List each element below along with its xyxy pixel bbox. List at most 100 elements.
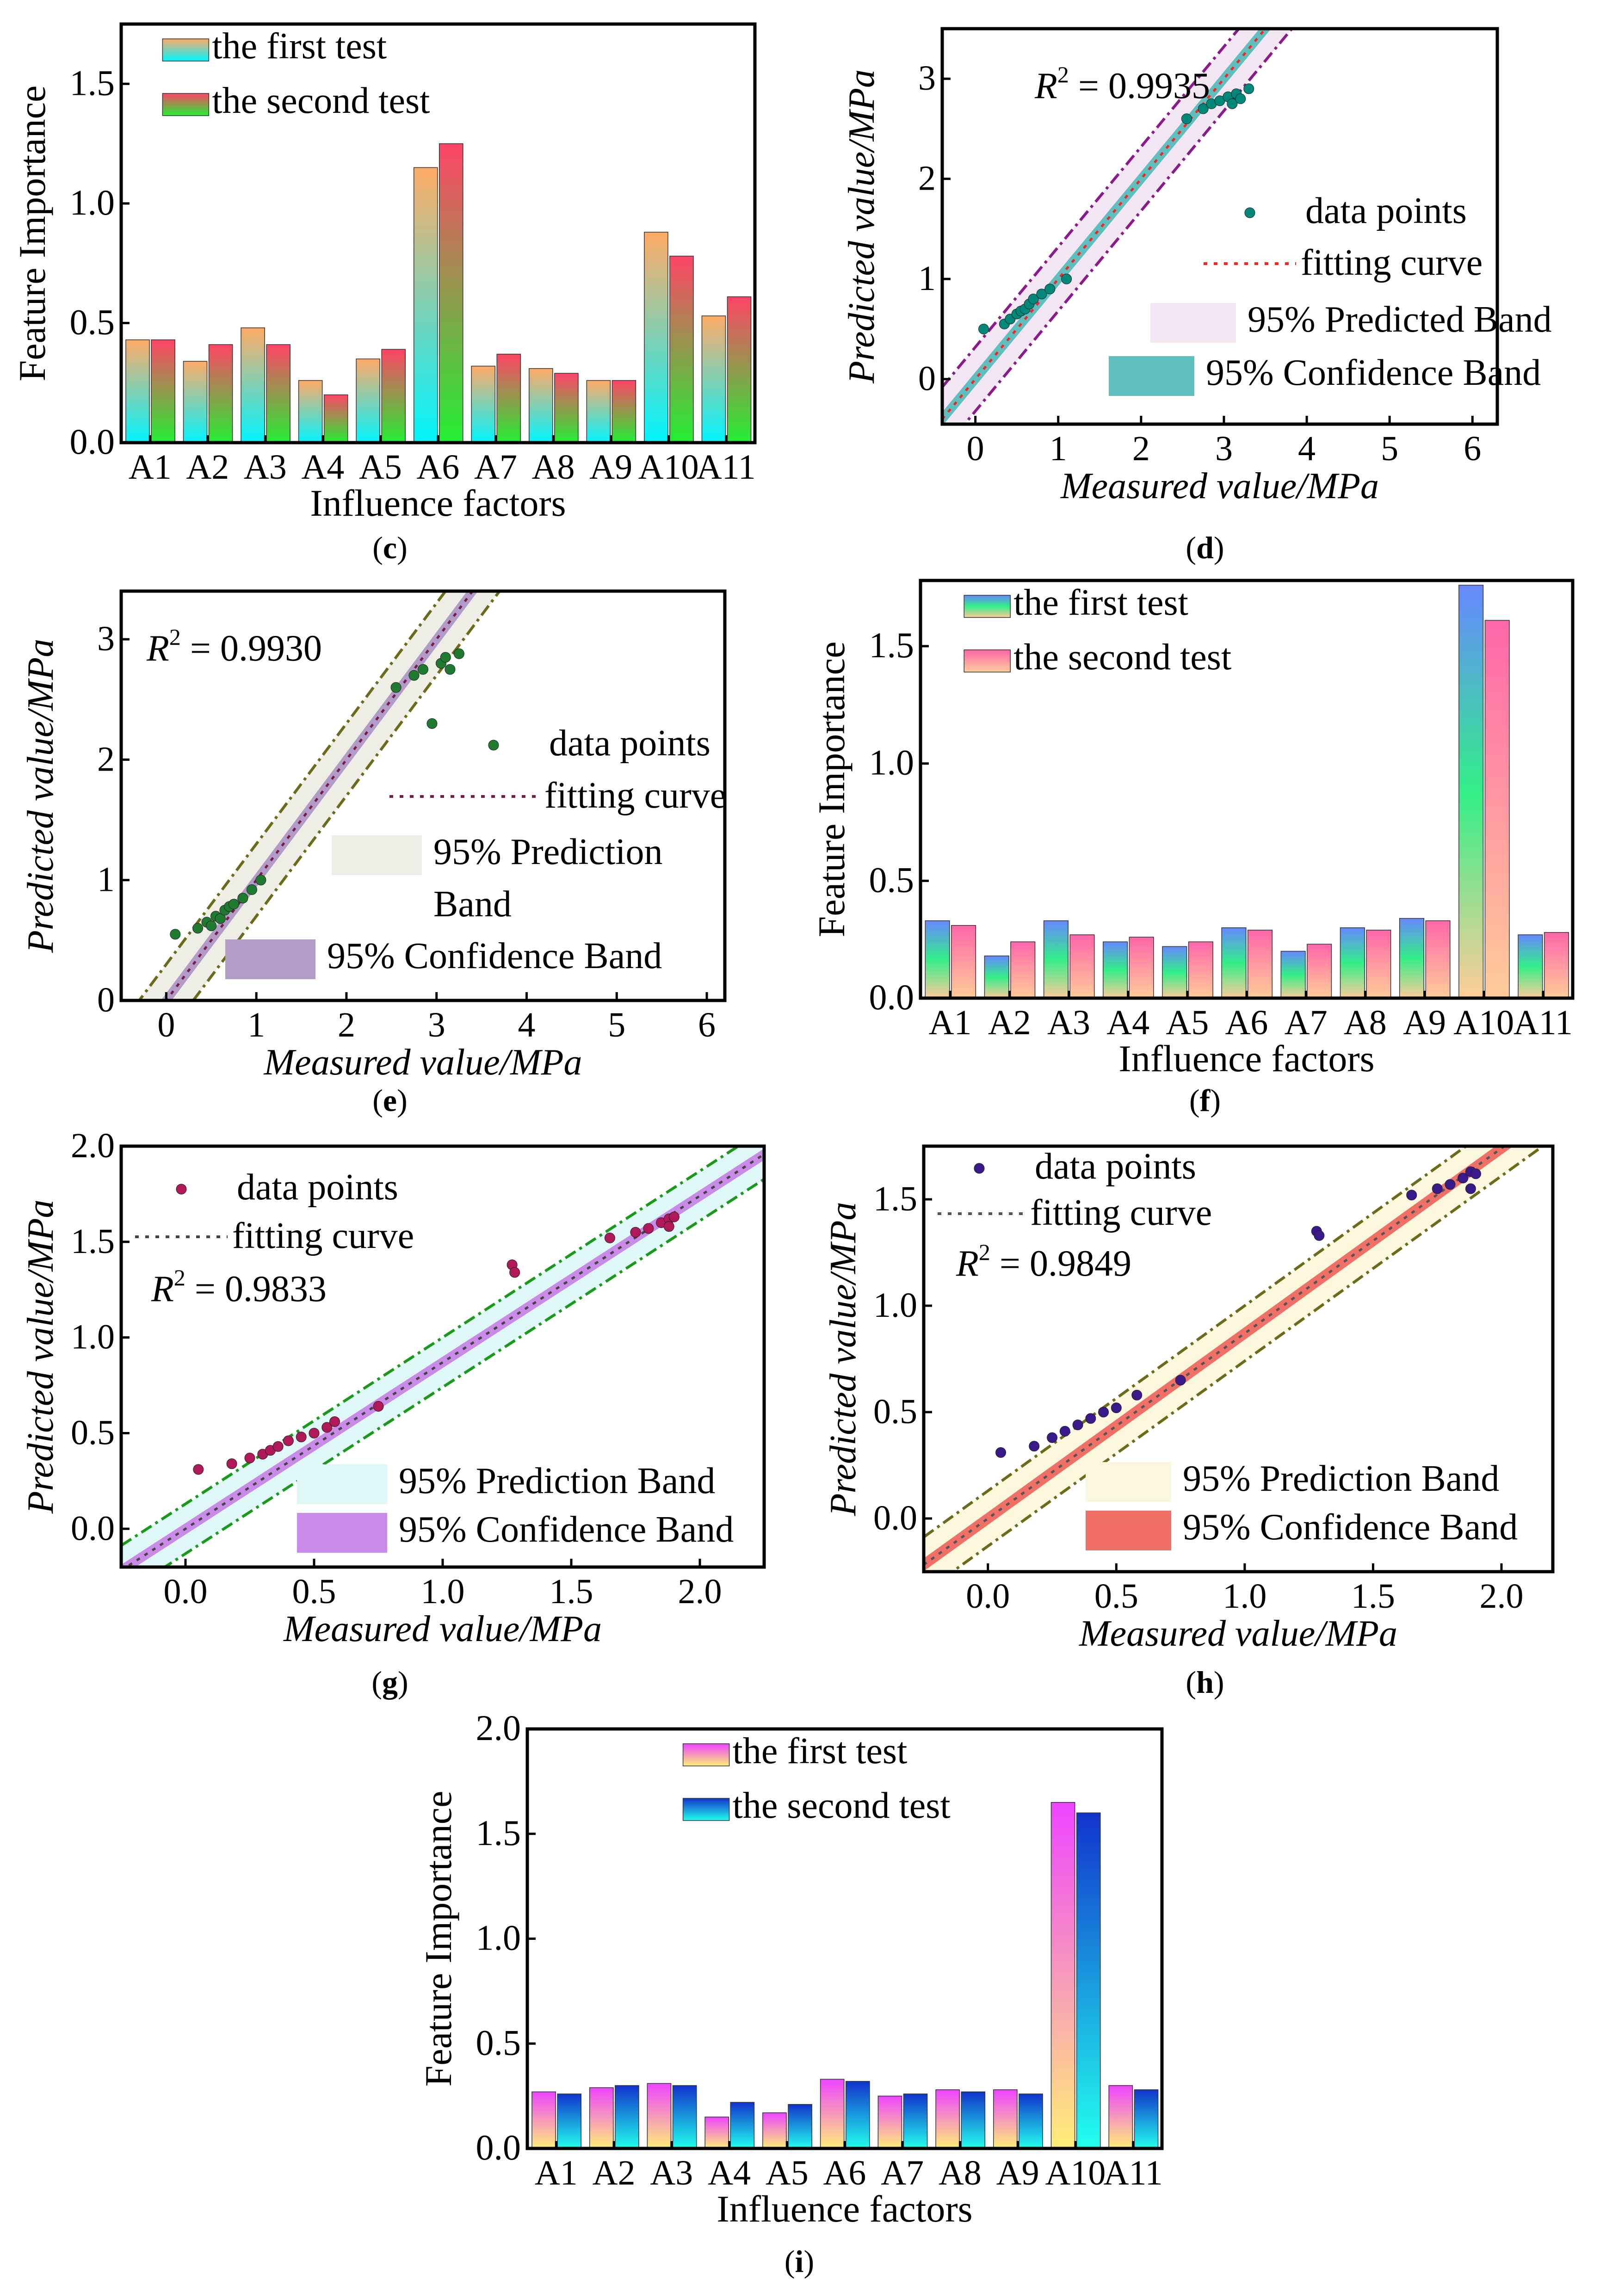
legend-label: 95% Predicted Band	[1248, 299, 1552, 340]
bar-A2-s2	[208, 344, 233, 443]
prediction-band-edge	[121, 1146, 741, 1547]
bar-A4-s1	[1103, 941, 1128, 999]
data-point	[296, 1432, 307, 1443]
x-axis-title: Influence factors	[1118, 1037, 1374, 1080]
x-tick-label: A11	[697, 448, 756, 487]
bar-A10-s2	[1484, 620, 1510, 999]
data-point	[445, 664, 456, 675]
y-tick-label: 3	[918, 59, 936, 98]
data-point	[215, 913, 226, 924]
x-tick-label: A2	[988, 1003, 1031, 1042]
bar-A4-s2	[730, 2102, 755, 2149]
x-tick-label: A6	[1225, 1003, 1268, 1042]
y-tick-label: 0.0	[869, 977, 914, 1017]
legend-band-swatch	[297, 1464, 387, 1504]
x-tick-label: A7	[1285, 1003, 1328, 1042]
bar-A1-s2	[951, 925, 976, 999]
data-point	[1181, 113, 1192, 124]
plot-frame	[940, 27, 1499, 426]
bar-A10-s2	[669, 255, 694, 443]
data-point	[272, 1441, 284, 1452]
data-point	[453, 648, 464, 659]
x-tick-label: A7	[474, 448, 517, 487]
data-point	[1227, 98, 1238, 109]
bar-A9-s1	[586, 380, 611, 443]
x-tick-label: A11	[1514, 1003, 1573, 1042]
bar-A2-s2	[1010, 941, 1036, 999]
legend-band-swatch	[1086, 1511, 1171, 1550]
y-axis-title: Predicted value/MPa	[20, 639, 61, 953]
bar-A1-s2	[151, 339, 175, 443]
x-tick-label: A4	[708, 2154, 751, 2192]
panel-label-e: (e)	[372, 1083, 408, 1118]
plot-area	[121, 1146, 764, 1567]
bar-A8-s2	[554, 373, 579, 443]
prediction-band	[942, 29, 1292, 424]
bar-A4-s1	[298, 380, 323, 443]
bar-A7-s2	[903, 2093, 928, 2149]
data-point	[1029, 1441, 1040, 1452]
legend-label: Band	[433, 884, 512, 925]
legend-swatch	[162, 93, 210, 116]
x-tick-label: 2.0	[678, 1572, 722, 1611]
x-tick-label: A1	[535, 2154, 578, 2192]
fitting-curve	[942, 29, 1267, 420]
x-tick-label: 1	[1050, 429, 1067, 468]
y-tick-label: 0.0	[476, 2127, 521, 2167]
bar-A3-s2	[1069, 934, 1095, 999]
bar-A8-s2	[1366, 930, 1391, 999]
bar-A8-s1	[935, 2089, 960, 2149]
bar-A7-s2	[496, 353, 521, 443]
data-point	[426, 718, 438, 729]
data-point	[244, 1452, 255, 1463]
bar-A2-s1	[984, 955, 1009, 999]
bar-A10-s2	[1076, 1812, 1101, 2149]
data-point	[170, 929, 181, 940]
x-tick-label: A10	[1045, 2154, 1106, 2192]
y-tick-label: 1.5	[476, 1813, 521, 1853]
prediction-band-edge	[963, 29, 1294, 424]
data-point	[1458, 1173, 1469, 1184]
data-point	[206, 920, 217, 932]
data-point	[1098, 1407, 1109, 1418]
data-point	[255, 875, 266, 886]
legend-label: the second test	[733, 1785, 951, 1826]
x-tick-label: 0.0	[164, 1572, 208, 1611]
legend-band-swatch	[332, 835, 422, 875]
scatter-chart-g: 0.0 0.5 1.0 1.5 2.0 0.0 0.5 1.0 1.5 2.0 Measured v…	[20, 1126, 766, 1649]
x-tick-label: 2	[1132, 429, 1150, 468]
bar-A1-s1	[531, 2091, 556, 2149]
bar-A3-s2	[672, 2085, 697, 2149]
bar-A6-s1	[1221, 927, 1247, 999]
x-axis-title: Measured value/MPa	[1079, 1613, 1397, 1654]
bar-A1-s2	[557, 2093, 582, 2149]
bar-A9-s1	[993, 2089, 1018, 2149]
y-tick-label: 0.0	[873, 1499, 917, 1537]
x-tick-label: A1	[129, 448, 172, 487]
plot-area	[942, 29, 1294, 424]
x-tick-label: A6	[823, 2154, 866, 2192]
y-tick-label: 0.5	[70, 302, 115, 342]
data-point	[1406, 1190, 1417, 1201]
bar-A7-s1	[471, 365, 496, 443]
y-tick-label: 0	[918, 359, 936, 398]
panel-label-i: (i)	[784, 2244, 815, 2279]
data-point	[604, 1233, 615, 1244]
legend-swatch	[964, 649, 1011, 673]
bar-A11-s1	[1518, 934, 1543, 999]
bar-A2-s2	[615, 2085, 639, 2149]
bar-A2-s1	[183, 361, 208, 443]
bar-A6-s2	[846, 2081, 870, 2149]
bar-A5-s2	[1188, 941, 1213, 999]
legend-label: data points	[1035, 1146, 1196, 1187]
prediction-band	[924, 1146, 1543, 1572]
x-axis-title: Influence factors	[310, 482, 566, 524]
data-point	[418, 664, 428, 675]
x-tick-label: A2	[593, 2154, 636, 2192]
bar-A4-s2	[1129, 937, 1154, 999]
x-axis-title: Measured value/MPa	[1060, 466, 1379, 506]
x-tick-label: A3	[1047, 1003, 1090, 1042]
legend-label: 95% Prediction	[433, 832, 662, 872]
x-tick-label: A6	[417, 448, 460, 487]
